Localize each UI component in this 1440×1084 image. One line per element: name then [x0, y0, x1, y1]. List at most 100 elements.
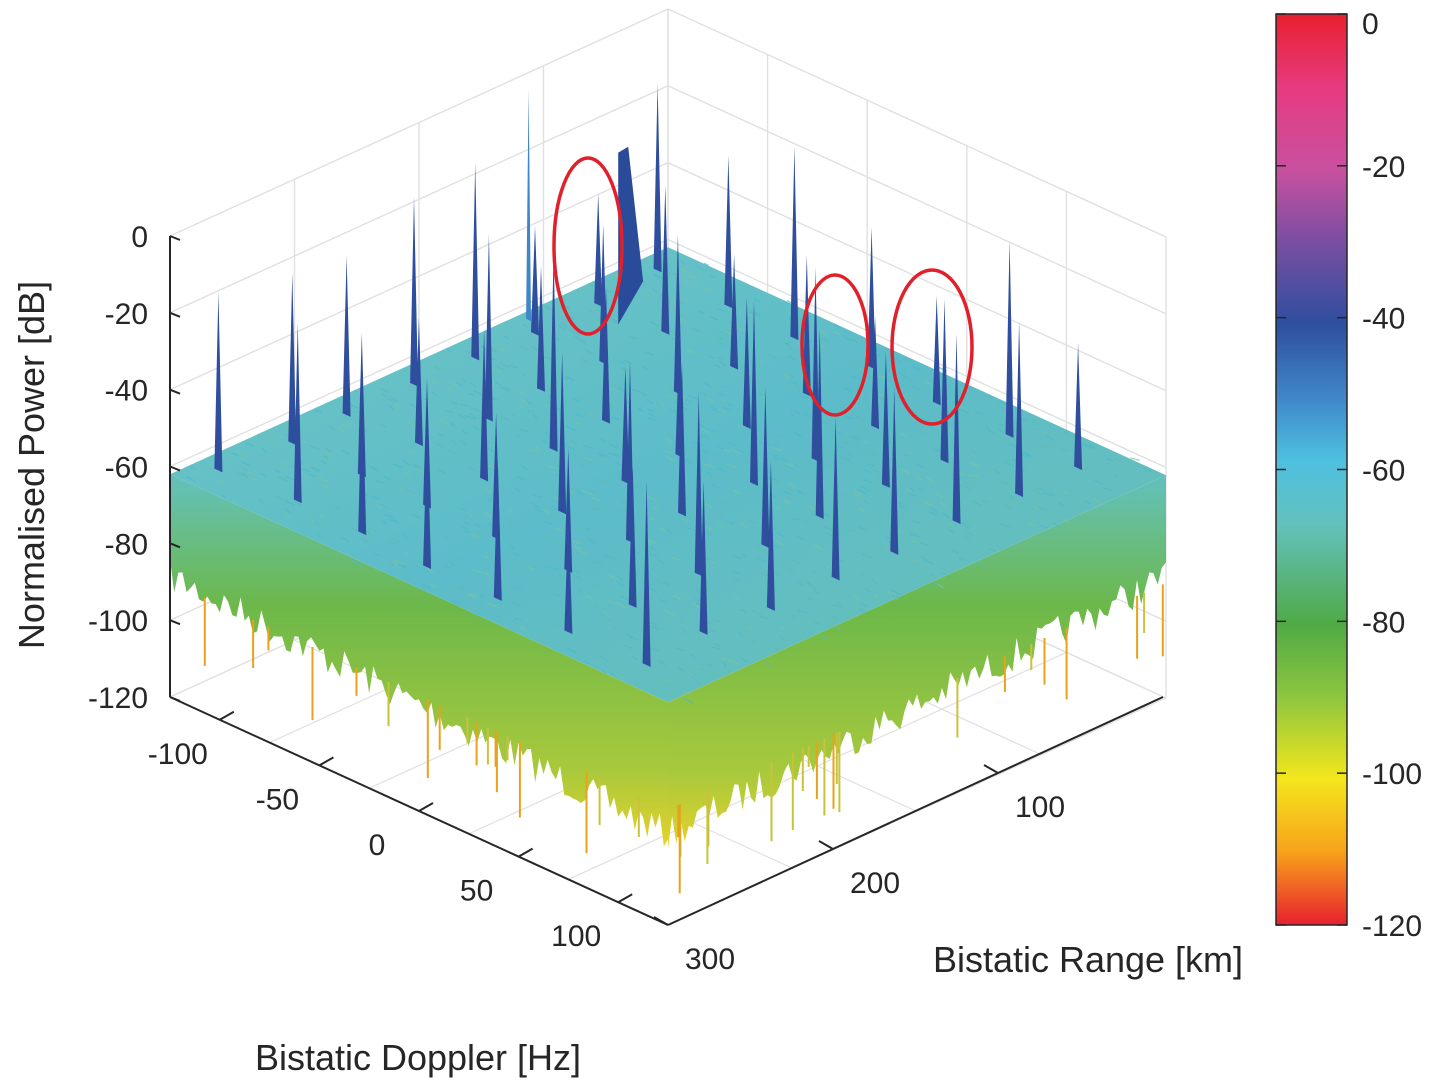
target-spike	[1015, 321, 1024, 497]
noise-texture	[567, 445, 576, 451]
noise-texture	[472, 568, 483, 574]
noise-texture	[722, 661, 728, 668]
noise-texture	[241, 461, 251, 467]
colorbar-tick-label: -120	[1362, 910, 1422, 943]
noise-texture	[603, 657, 609, 662]
noise-texture	[894, 370, 904, 376]
noise-texture	[709, 480, 717, 487]
target-spike	[594, 193, 603, 307]
noise-texture	[550, 622, 560, 628]
noise-texture	[530, 501, 536, 505]
noise-texture	[507, 508, 514, 515]
noise-texture	[777, 531, 785, 538]
noise-texture	[861, 553, 873, 559]
noise-texture	[383, 514, 392, 518]
noise-texture	[390, 517, 398, 522]
target-spike	[558, 352, 567, 515]
noise-texture	[980, 499, 990, 504]
noise-texture	[840, 456, 851, 462]
noise-texture	[665, 528, 673, 534]
noise-texture	[833, 323, 841, 329]
noise-texture	[720, 330, 729, 335]
noise-texture	[616, 580, 624, 587]
noise-texture	[373, 552, 382, 557]
noise-texture	[1083, 499, 1091, 505]
noise-texture	[650, 625, 660, 630]
noise-texture	[587, 411, 595, 418]
noise-texture	[633, 549, 641, 555]
noise-texture	[922, 500, 933, 506]
noise-texture	[657, 660, 667, 667]
noise-texture	[917, 429, 923, 435]
noise-texture	[773, 442, 780, 449]
noise-texture	[1113, 457, 1124, 463]
noise-texture	[712, 453, 722, 459]
noise-texture	[733, 577, 741, 582]
noise-texture	[430, 583, 437, 589]
noise-texture	[746, 625, 753, 631]
noise-texture	[350, 558, 360, 565]
noise-texture	[607, 618, 616, 624]
noise-texture	[853, 594, 860, 601]
noise-texture	[771, 453, 780, 457]
noise-texture	[671, 595, 682, 600]
noise-texture	[465, 592, 476, 599]
z-axis-label: Normalised Power [dB]	[11, 281, 52, 649]
noise-texture	[822, 531, 833, 537]
target-spike	[766, 460, 775, 611]
noise-texture	[438, 417, 449, 424]
noise-texture	[900, 432, 907, 437]
noise-texture	[649, 647, 659, 652]
noise-texture	[523, 622, 529, 627]
noise-texture	[863, 499, 869, 504]
noise-texture	[380, 423, 387, 429]
y-tick-label: 300	[685, 943, 735, 976]
noise-texture	[592, 584, 601, 588]
noise-texture	[983, 394, 993, 399]
noise-texture	[575, 421, 581, 426]
noise-texture	[646, 408, 655, 413]
noise-texture	[671, 557, 681, 562]
noise-texture	[449, 422, 456, 427]
noise-texture	[1016, 493, 1026, 500]
noise-texture	[301, 468, 311, 472]
noise-texture	[697, 310, 705, 314]
noise-texture	[467, 512, 473, 517]
noise-texture	[701, 434, 710, 439]
noise-texture	[246, 471, 256, 476]
noise-texture	[410, 513, 422, 520]
colorbar-tick-label: 0	[1362, 8, 1379, 41]
y-tick-mark	[653, 916, 669, 926]
noise-texture	[486, 601, 497, 608]
noise-texture	[592, 604, 599, 609]
noise-texture	[692, 602, 699, 608]
noise-texture	[658, 526, 666, 531]
noise-texture	[719, 360, 726, 367]
noise-texture	[716, 356, 725, 361]
noise-texture	[678, 259, 687, 266]
noise-texture	[834, 626, 842, 632]
noise-texture	[464, 414, 476, 420]
noise-texture	[682, 690, 691, 695]
y-tick-mark	[983, 764, 999, 774]
noise-texture	[612, 556, 619, 563]
noise-texture	[847, 452, 854, 458]
target-spike	[293, 322, 302, 504]
noise-texture	[751, 639, 758, 644]
noise-texture	[908, 558, 917, 562]
colorbar-ticks: 0 -20 -40 -60 -80 -100 -120	[1276, 8, 1422, 943]
noise-texture	[616, 674, 625, 679]
noise-texture	[336, 505, 342, 512]
noise-texture	[720, 385, 731, 389]
noise-texture	[469, 605, 476, 610]
noise-texture	[795, 386, 802, 391]
target-spike	[493, 461, 502, 601]
noise-texture	[406, 420, 417, 426]
noise-texture	[462, 430, 469, 435]
noise-texture	[1009, 495, 1015, 500]
noise-texture	[731, 570, 742, 575]
colorbar: 0 -20 -40 -60 -80 -100 -120	[1275, 8, 1422, 943]
noise-texture	[460, 507, 467, 512]
noise-texture	[941, 572, 950, 577]
noise-texture	[320, 460, 327, 465]
